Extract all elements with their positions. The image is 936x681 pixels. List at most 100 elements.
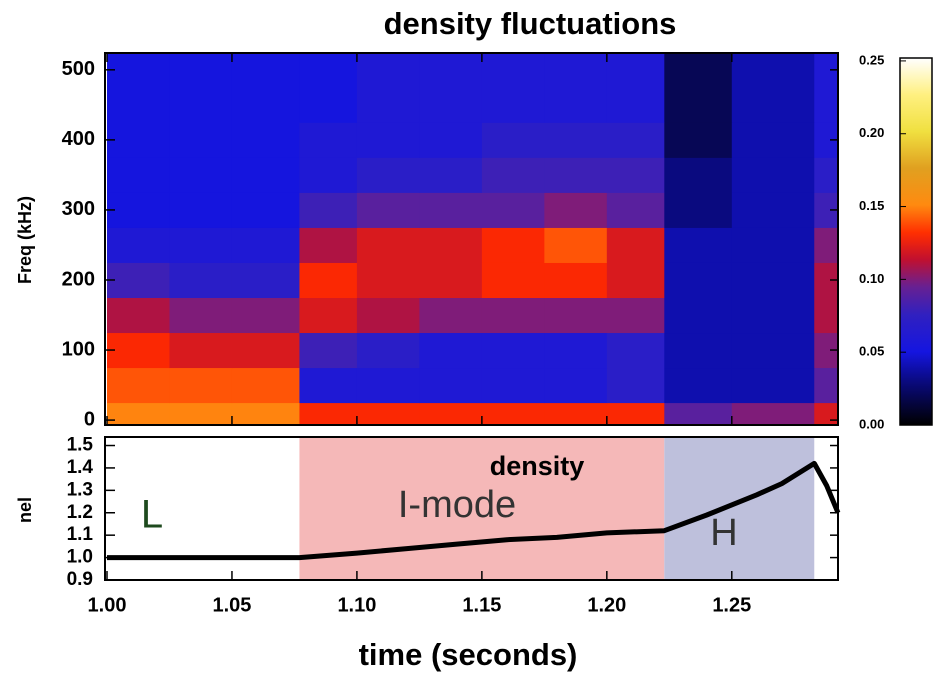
heatmap-cell <box>356 122 420 158</box>
x-tick-label: 1.00 <box>88 594 127 616</box>
heatmap-cell <box>419 227 483 263</box>
heatmap-cell <box>544 53 608 123</box>
heatmap-cell <box>356 297 420 334</box>
heatmap-cell <box>664 53 733 123</box>
x-tick-label: 1.10 <box>337 594 376 616</box>
x-tick-label: 1.05 <box>212 594 251 616</box>
y-tick-label: 1.0 <box>67 547 93 568</box>
x-tick-label: 1.20 <box>587 594 626 616</box>
region <box>664 437 815 580</box>
heatmap-cell <box>169 157 233 193</box>
y-tick-label: 100 <box>62 338 95 360</box>
heatmap-cell <box>419 297 483 334</box>
heatmap-cell <box>169 367 233 404</box>
heatmap-cell <box>107 192 170 228</box>
heatmap-cell <box>231 122 300 158</box>
heatmap-cell <box>664 402 733 426</box>
heatmap-cell <box>107 262 170 298</box>
heatmap-cell <box>664 367 733 404</box>
heatmap-cell <box>299 122 358 158</box>
y-tick-label: 1.1 <box>67 524 94 545</box>
heatmap-cell <box>231 192 300 228</box>
heatmap-cell <box>606 297 665 334</box>
heatmap-cell <box>107 122 170 158</box>
y-tick-label: 0.9 <box>67 569 93 590</box>
heatmap-cell <box>481 297 545 334</box>
heatmap-cell <box>169 297 233 334</box>
heatmap-cell <box>231 262 300 298</box>
heatmap-cell <box>299 227 358 263</box>
heatmap-cell <box>299 332 358 369</box>
heatmap-cell <box>299 367 358 404</box>
colorbar-tick-label: 0.15 <box>859 198 884 213</box>
heatmap-cell <box>814 402 839 426</box>
heatmap-cell <box>664 262 733 298</box>
heatmap-cell <box>231 367 300 404</box>
heatmap-cell <box>419 367 483 404</box>
heatmap-cell <box>107 157 170 193</box>
heatmap-cell <box>606 227 665 263</box>
heatmap-cell <box>231 332 300 369</box>
heatmap-cell <box>169 122 233 158</box>
heatmap-cell <box>299 402 358 426</box>
heatmap-cell <box>299 262 358 298</box>
heatmap-cell <box>356 192 420 228</box>
heatmap-cell <box>419 332 483 369</box>
y-tick-label: 1.3 <box>67 479 93 500</box>
heatmap-cell <box>731 332 815 369</box>
heatmap-cell <box>731 262 815 298</box>
heatmap-cell <box>356 332 420 369</box>
heatmap-cell <box>481 367 545 404</box>
heatmap-cell <box>481 402 545 426</box>
heatmap-cell <box>731 402 815 426</box>
heatmap-cell <box>169 402 233 426</box>
heatmap-cell <box>606 262 665 298</box>
colorbar-tick-label: 0.25 <box>859 52 884 67</box>
heatmap-cell <box>356 53 420 123</box>
heatmap-cell <box>107 227 170 263</box>
heatmap-cell <box>107 53 170 123</box>
heatmap-cell <box>419 122 483 158</box>
chart-title: density fluctuations <box>384 6 677 41</box>
heatmap-cell <box>356 402 420 426</box>
colorbar <box>899 57 933 426</box>
y-tick-label: 500 <box>62 58 95 80</box>
heatmap-cell <box>169 192 233 228</box>
region-label: L <box>141 493 163 537</box>
plot-frame <box>104 436 839 581</box>
heatmap-cell <box>664 297 733 334</box>
heatmap-cell <box>731 367 815 404</box>
heatmap-cell <box>606 402 665 426</box>
heatmap-cell <box>814 157 839 193</box>
heatmap-cell <box>544 122 608 158</box>
y-axis-label: nel <box>15 497 35 523</box>
heatmap-cell <box>481 122 545 158</box>
y-tick-label: 1.4 <box>67 457 94 478</box>
heatmap-cell <box>544 262 608 298</box>
y-tick-label: 0 <box>84 408 95 430</box>
x-tick-label: 1.25 <box>712 594 751 616</box>
heatmap-cell <box>481 262 545 298</box>
heatmap-cell <box>606 332 665 369</box>
heatmap-cell <box>664 227 733 263</box>
region-label: I-mode <box>398 484 516 526</box>
heatmap-cell <box>731 53 815 123</box>
heatmap-cell <box>356 367 420 404</box>
heatmap-cell <box>606 122 665 158</box>
y-tick-label: 300 <box>62 198 95 220</box>
heatmap-cell <box>231 157 300 193</box>
region-label: H <box>710 512 737 554</box>
y-tick-label: 1.5 <box>67 435 94 456</box>
heatmap-cell <box>814 53 839 123</box>
colorbar-tick-label: 0.10 <box>859 271 884 286</box>
plot-frame <box>104 52 839 426</box>
heatmap-cell <box>107 402 170 426</box>
colorbar-tick-label: 0.20 <box>859 125 884 140</box>
x-axis-label: time (seconds) <box>359 637 578 672</box>
heatmap-cell <box>544 227 608 263</box>
heatmap-cell <box>107 332 170 369</box>
annotation: density <box>490 451 585 481</box>
heatmap-cell <box>231 297 300 334</box>
heatmap-cell <box>731 157 815 193</box>
heatmap-cell <box>481 157 545 193</box>
